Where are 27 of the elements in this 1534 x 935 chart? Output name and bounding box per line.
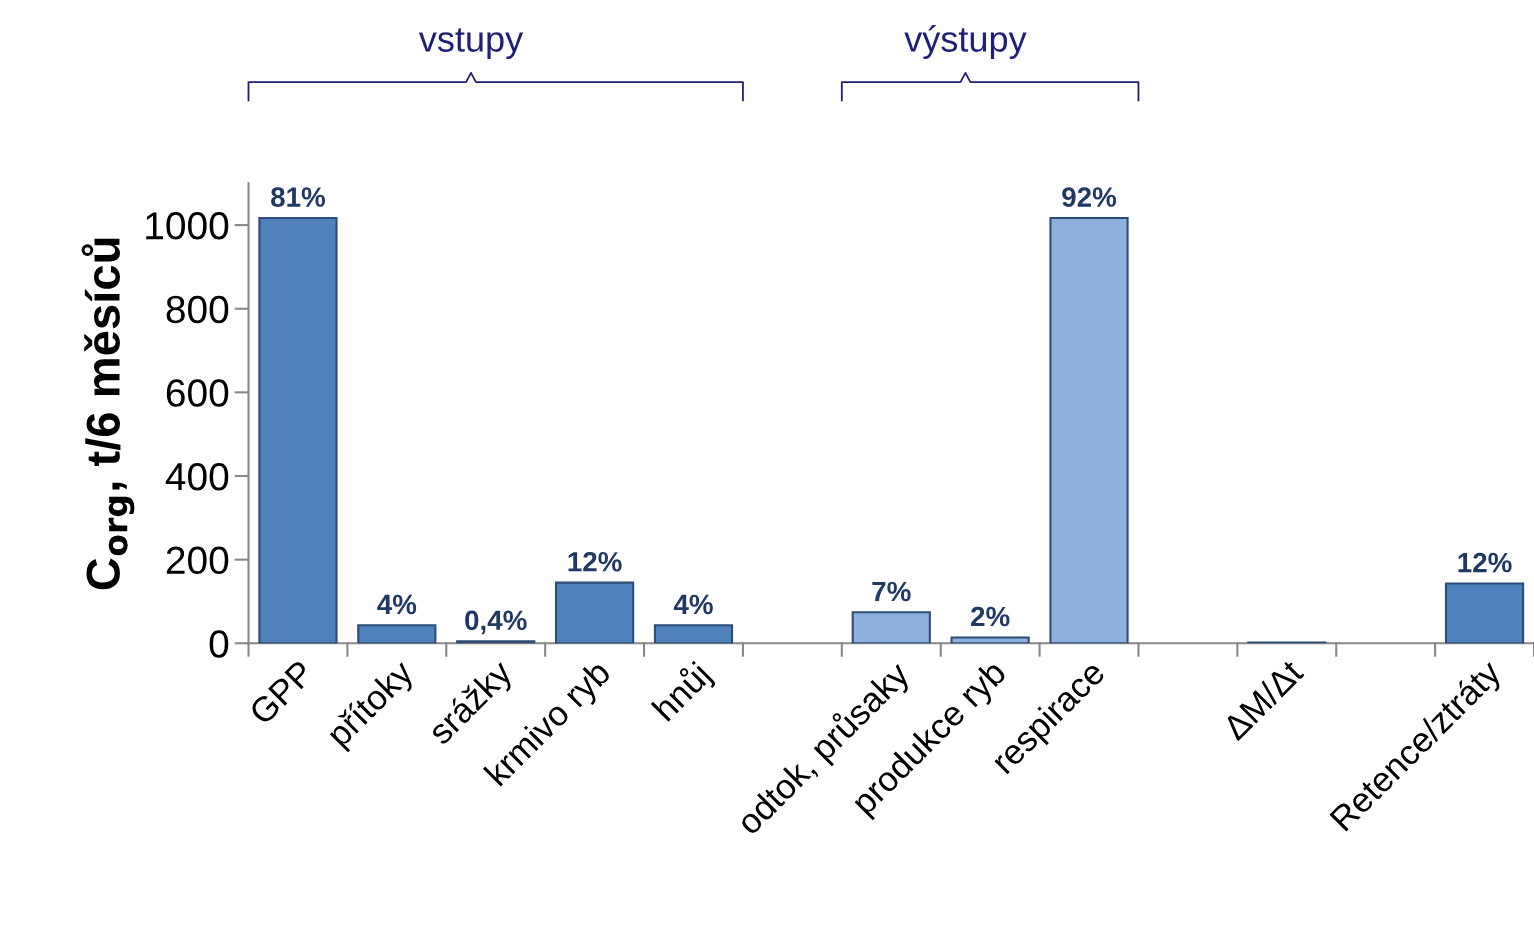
bar <box>555 581 635 644</box>
bar <box>456 640 536 644</box>
annotation: 2% <box>971 606 1010 627</box>
y-tick-label: 1000 <box>146 212 229 240</box>
bar <box>950 636 1030 644</box>
bar <box>1049 216 1129 644</box>
annotation: 12% <box>568 551 622 572</box>
annotation: 12% <box>1458 552 1512 573</box>
bar <box>258 216 338 644</box>
annotation: 7% <box>872 581 911 602</box>
annotation: 4% <box>377 594 417 615</box>
y-tick-label: 600 <box>166 379 229 407</box>
bar <box>653 624 734 644</box>
y-tick-label: 0 <box>209 630 229 658</box>
annotation: 4% <box>673 594 713 615</box>
bar <box>1444 582 1525 644</box>
y-axis-title: C$_{org}$, t/6 měsíců <box>81 238 135 590</box>
bar <box>851 611 931 644</box>
y-tick-label: 800 <box>166 295 229 324</box>
y-tick-label: 400 <box>165 462 229 491</box>
text: výstupy <box>904 24 1027 60</box>
bar <box>357 624 437 644</box>
annotation: 81% <box>271 187 326 207</box>
annotation: 92% <box>1062 187 1117 207</box>
annotation: 0,4% <box>465 610 527 635</box>
text: vstupy <box>418 28 524 60</box>
y-tick-label: 200 <box>166 546 229 575</box>
